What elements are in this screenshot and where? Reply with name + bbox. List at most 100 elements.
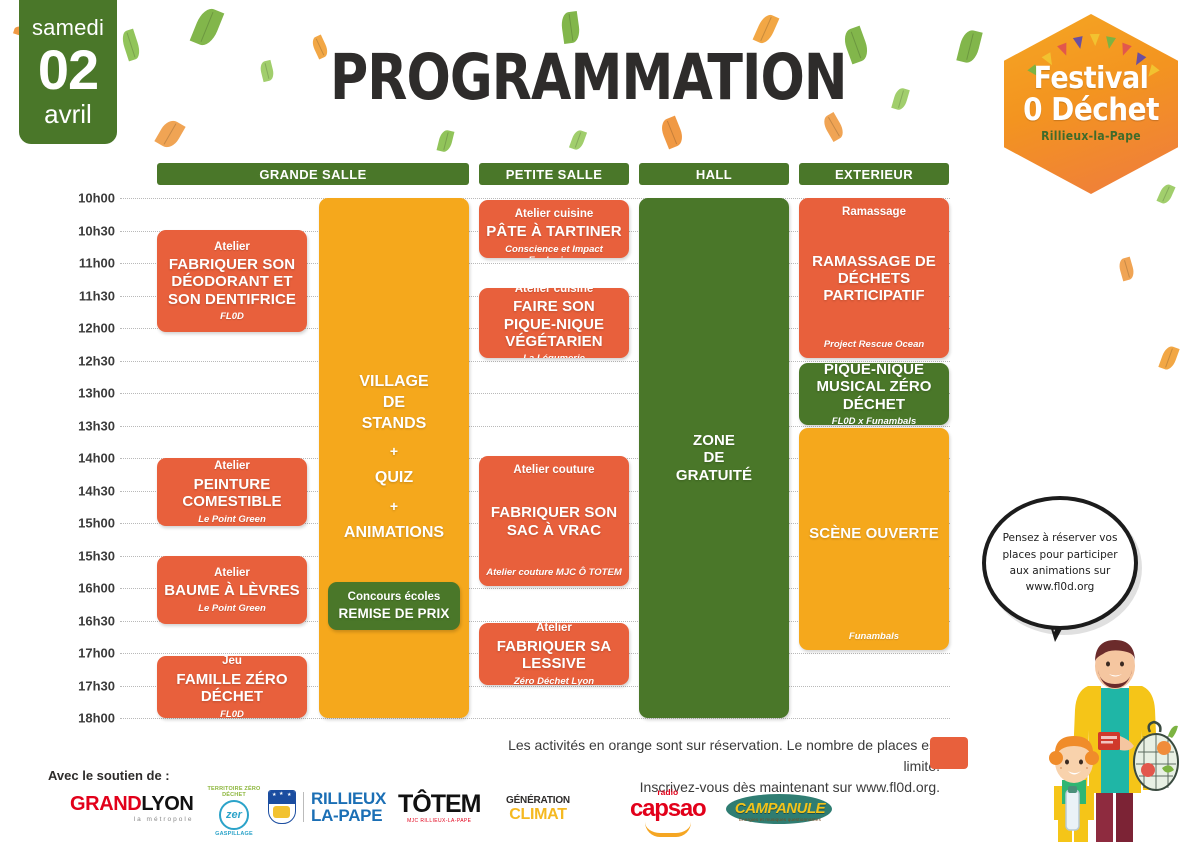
- grandlyon-sub: la métropole: [133, 816, 194, 823]
- event-title: RAMASSAGE DE DÉCHETS PARTICIPATIF: [812, 252, 936, 305]
- event-block-pique-nique-musical[interactable]: PIQUE-NIQUE MUSICAL ZÉRO DÉCHET FL0D x F…: [799, 363, 949, 425]
- time-label: 14h00: [78, 450, 115, 466]
- hall-title-line-2: DE: [703, 449, 725, 467]
- event-organizer: FL0D x Funambals: [831, 416, 917, 425]
- leaf-icon: [820, 111, 847, 143]
- event-block-remise-de-prix[interactable]: Concours écoles REMISE DE PRIX: [328, 582, 460, 630]
- logo-line-2: 0 Déchet: [1023, 91, 1159, 128]
- leaf-icon: [658, 115, 686, 150]
- event-block-ramassage-dechets[interactable]: Ramassage RAMASSAGE DE DÉCHETS PARTICIPA…: [799, 198, 949, 358]
- time-label: 15h30: [78, 548, 115, 563]
- event-title: FABRIQUER SON DÉODORANT ET SON DENTIFRIC…: [167, 256, 297, 308]
- event-block-scene-ouverte[interactable]: SCÈNE OUVERTE Funambals: [799, 428, 949, 650]
- genclimat-line-1: GÉNÉRATION: [506, 795, 570, 806]
- time-label: 12h00: [78, 320, 115, 336]
- festival-logo: Festival 0 Déchet Rillieux-la-Pape: [1004, 14, 1178, 194]
- leaf-icon: [189, 5, 225, 49]
- page-title: PROGRAMMATION: [330, 41, 848, 114]
- grid-line: [120, 393, 950, 394]
- leaf-icon: [891, 86, 910, 112]
- logo-line-1: Festival: [1033, 61, 1149, 96]
- event-block-village-de-stands[interactable]: VILLAGE DE STANDS + QUIZ + ANIMATIONS: [319, 198, 469, 718]
- event-kicker: Atelier cuisine: [514, 208, 594, 220]
- time-label: 16h30: [78, 613, 115, 628]
- zerogasp-center: zer: [219, 799, 249, 830]
- sponsors-label: Avec le soutien de :: [48, 768, 170, 783]
- event-title: FAIRE SON PIQUE-NIQUE VÉGÉTARIEN: [503, 298, 605, 350]
- time-label: 15h00: [78, 515, 115, 531]
- hall-title-line-3: GRATUITÉ: [675, 466, 753, 484]
- date-badge: samedi 02 avril: [19, 0, 117, 144]
- time-label: 16h00: [78, 580, 115, 596]
- family-illustration-svg: [1049, 640, 1179, 842]
- event-kicker: Ramassage: [842, 206, 906, 218]
- event-block-pique-nique-vegetarien[interactable]: Atelier cuisine FAIRE SON PIQUE-NIQUE VÉ…: [479, 288, 629, 358]
- grid-line: [120, 620, 950, 622]
- leaf-icon: [309, 34, 331, 60]
- time-label: 18h00: [78, 710, 115, 726]
- event-block-zone-de-gratuite[interactable]: ZONE DE GRATUITÉ: [639, 198, 789, 718]
- event-organizer: La Légumerie: [523, 353, 585, 358]
- event-organizer: Funambals: [848, 631, 900, 642]
- capsao-radio: radio: [657, 787, 679, 797]
- event-title: FAMILLE ZÉRO DÉCHET: [176, 670, 288, 706]
- event-block-peinture-comestible[interactable]: Atelier PEINTURE COMESTIBLE Le Point Gre…: [157, 458, 307, 526]
- legend-line-1: Les activités en orange sont sur réserva…: [508, 737, 940, 774]
- grid-line: [120, 588, 950, 589]
- event-organizer: FL0D: [220, 311, 244, 323]
- event-title: SCÈNE OUVERTE: [809, 524, 939, 542]
- village-animations: ANIMATIONS: [343, 524, 445, 542]
- event-block-famille-zero-dechet[interactable]: Jeu FAMILLE ZÉRO DÉCHET FL0D: [157, 656, 307, 718]
- time-label: 11h30: [78, 288, 115, 303]
- sponsor-generation-climat: GÉNÉRATION CLIMAT: [506, 795, 570, 823]
- leaf-icon: [119, 28, 143, 62]
- logo-line-3: Rillieux-la-Pape: [1041, 129, 1141, 144]
- rillieux-line-1: RILLIEUX: [311, 789, 387, 808]
- column-header-exterieur: EXTERIEUR: [799, 163, 949, 185]
- event-block-pate-a-tartiner[interactable]: Atelier cuisine PÂTE À TARTINER Conscien…: [479, 200, 629, 258]
- time-label: 17h30: [78, 678, 115, 693]
- time-label: 14h30: [78, 483, 115, 498]
- column-header-grande-salle: GRANDE SALLE: [157, 163, 469, 185]
- event-organizer: Le Point Green: [198, 513, 266, 525]
- grid-line: [120, 360, 950, 362]
- event-kicker: Atelier: [536, 623, 572, 635]
- campanule-sub: Énergies et musiques questionnantes: [738, 817, 822, 822]
- schedule-grid: GRANDE SALLE PETITE SALLE HALL EXTERIEUR…: [0, 160, 1191, 730]
- legend-text: Les activités en orange sont sur réserva…: [470, 735, 940, 798]
- event-kicker: Atelier cuisine: [514, 288, 594, 295]
- village-plus-1: +: [389, 443, 399, 460]
- event-organizer: Atelier couture MJC Ô TOTEM: [486, 567, 622, 578]
- event-block-baume-a-levres[interactable]: Atelier BAUME À LÈVRES Le Point Green: [157, 556, 307, 624]
- speech-bubble: Pensez à réserver vos places pour partic…: [982, 496, 1138, 630]
- date-day-of-week: samedi: [31, 15, 105, 40]
- campanule-main: CAMPANULE: [734, 800, 826, 817]
- leaf-icon: [258, 59, 276, 83]
- event-block-fabriquer-sa-lessive[interactable]: Atelier FABRIQUER SA LESSIVE Zéro Déchet…: [479, 623, 629, 685]
- leaf-icon: [956, 28, 983, 65]
- time-label: 10h30: [78, 223, 115, 238]
- genclimat-line-2: CLIMAT: [509, 805, 567, 823]
- event-title: PÂTE À TARTINER: [486, 223, 622, 241]
- sponsor-rillieux-la-pape: ★ ★ ★ RILLIEUX LA-PAPE: [268, 790, 386, 825]
- event-kicker: Atelier: [214, 567, 250, 580]
- zerogasp-bottom: GASPILLAGE: [215, 830, 253, 837]
- event-organizer: FL0D: [220, 708, 244, 718]
- event-block-deodorant[interactable]: Atelier FABRIQUER SON DÉODORANT ET SON D…: [157, 230, 307, 332]
- sponsor-radio-capsao: radio capsao: [630, 787, 707, 837]
- village-title-line-3: STANDS: [361, 414, 427, 432]
- sponsor-zero-gaspillage: TERRITOIRE ZÉRO DÉCHET zer GASPILLAGE: [205, 786, 263, 837]
- leaf-icon: [436, 128, 455, 154]
- event-title: FABRIQUER SA LESSIVE: [496, 637, 612, 673]
- time-label: 17h00: [78, 645, 115, 661]
- legend-line-2: Inscrivez-vous dès maintenant sur www.fl…: [639, 779, 940, 795]
- village-title-line-2: DE: [382, 393, 406, 411]
- time-label: 13h30: [78, 418, 115, 433]
- grid-line: [120, 425, 950, 427]
- event-kicker: Jeu: [222, 656, 242, 668]
- speech-bubble-text: Pensez à réserver vos places pour partic…: [1002, 532, 1118, 594]
- event-kicker: Atelier couture: [513, 464, 595, 476]
- sponsors-row: GRANDLYON la métropole TERRITOIRE ZÉRO D…: [60, 786, 880, 837]
- hall-title-line-1: ZONE: [692, 431, 736, 449]
- event-block-sac-a-vrac[interactable]: Atelier couture FABRIQUER SON SAC À VRAC…: [479, 456, 629, 586]
